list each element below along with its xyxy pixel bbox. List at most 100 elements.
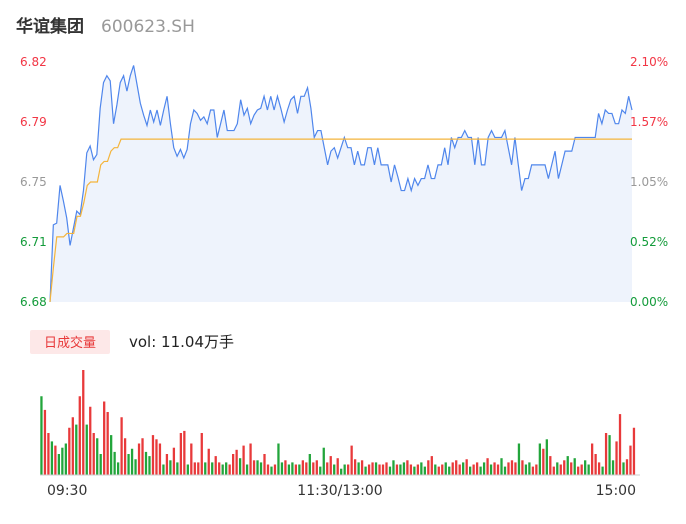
volume-bar	[252, 460, 256, 475]
volume-bar	[378, 464, 381, 475]
y-tick-left: 6.71	[20, 235, 47, 249]
volume-bar	[364, 466, 367, 475]
volume-bar	[545, 439, 548, 475]
volume-bar	[280, 462, 284, 475]
volume-bar	[68, 427, 71, 475]
volume-bar	[162, 464, 165, 475]
volume-bar	[496, 464, 500, 475]
volume-bar	[399, 464, 402, 475]
volume-bar	[517, 443, 521, 475]
volume-badge[interactable]	[30, 330, 110, 354]
volume-bar	[381, 464, 385, 475]
volume-bar	[629, 445, 632, 475]
volume-bar	[322, 447, 325, 475]
volume-bar	[458, 464, 461, 475]
price-axis-left: 6.82 6.79 6.75 6.71 6.68	[20, 55, 47, 309]
volume-bar	[430, 456, 433, 475]
volume-bar	[528, 462, 531, 475]
volume-bar	[448, 466, 451, 475]
volume-bar	[120, 417, 123, 475]
y-tick-right: 0.52%	[630, 235, 668, 249]
volume-bar	[336, 458, 339, 475]
volume-bar	[110, 435, 113, 475]
volume-bar	[538, 443, 541, 475]
volume-bar	[186, 464, 189, 475]
volume-bar	[465, 459, 468, 475]
volume-bar	[287, 464, 291, 475]
volume-bar	[89, 406, 92, 475]
percent-axis-right: 2.10% 1.57% 1.05% 0.52% 0.00%	[630, 55, 668, 309]
volume-bar	[423, 466, 426, 475]
volume-bar	[134, 459, 137, 475]
volume-bar	[347, 464, 350, 475]
volume-bar	[451, 462, 454, 475]
volume-bar	[228, 464, 231, 475]
volume-bar	[489, 464, 493, 475]
volume-bar	[406, 460, 409, 475]
volume-bar	[367, 464, 371, 475]
volume-bar	[590, 443, 594, 475]
volume-bar	[392, 460, 395, 475]
volume-bar	[47, 433, 50, 475]
volume-bar	[503, 466, 507, 475]
volume-bar	[158, 443, 162, 475]
volume-bar	[305, 462, 308, 475]
y-tick-right: 2.10%	[630, 55, 668, 69]
x-tick-label: 09:30	[47, 483, 87, 499]
volume-bar	[123, 438, 127, 475]
y-tick-right: 1.57%	[630, 115, 668, 129]
volume-bar	[416, 464, 420, 475]
volume-bar	[294, 464, 298, 475]
volume-bar	[388, 466, 392, 475]
volume-bar	[130, 448, 134, 475]
volume-bar	[357, 462, 360, 475]
y-tick-right: 0.00%	[630, 295, 668, 309]
volume-bar	[573, 458, 576, 475]
volume-bar	[611, 460, 615, 475]
volume-bar	[434, 464, 437, 475]
volume-bar	[232, 454, 235, 475]
volume-bar	[270, 466, 273, 475]
volume-bar	[615, 441, 618, 475]
volume-bar	[172, 447, 176, 475]
y-tick-left: 6.79	[20, 115, 47, 129]
volume-bar	[343, 464, 346, 475]
volume-bar	[444, 462, 447, 475]
volume-bar	[409, 464, 413, 475]
volume-bar	[493, 462, 496, 475]
volume-bar	[277, 443, 280, 475]
volume-bar	[176, 462, 179, 475]
volume-bar	[437, 466, 440, 475]
volume-bar	[179, 433, 183, 475]
volume-bar	[604, 433, 608, 475]
volume-bar	[333, 464, 336, 475]
volume-bar	[71, 417, 74, 475]
volume-bar	[514, 462, 517, 475]
volume-bar	[360, 460, 364, 475]
volume-bar	[556, 462, 559, 475]
x-tick-label: 15:00	[596, 483, 636, 499]
volume-bar	[127, 454, 130, 475]
volume-bar	[137, 443, 141, 475]
volume-bar	[507, 462, 510, 475]
volume-bar	[472, 464, 475, 475]
stock-name: 华谊集团	[16, 16, 84, 37]
volume-bar	[144, 451, 148, 475]
volume-bar	[225, 462, 228, 475]
volume-bar	[315, 460, 318, 475]
volume-bar	[169, 460, 172, 475]
volume-bar	[75, 424, 78, 475]
volume-bar	[580, 464, 583, 475]
volume-bar	[43, 409, 47, 475]
volume-bar	[85, 424, 88, 475]
volume-bar	[151, 435, 155, 475]
volume-bar	[308, 454, 311, 475]
volume-bar	[214, 456, 217, 475]
average-price-line	[49, 138, 632, 303]
volume-bar	[273, 464, 277, 475]
volume-bar	[235, 449, 238, 475]
y-tick-left: 6.68	[20, 295, 47, 309]
volume-bar	[207, 448, 210, 475]
volume-bar	[542, 448, 545, 475]
volume-bar	[566, 456, 569, 475]
